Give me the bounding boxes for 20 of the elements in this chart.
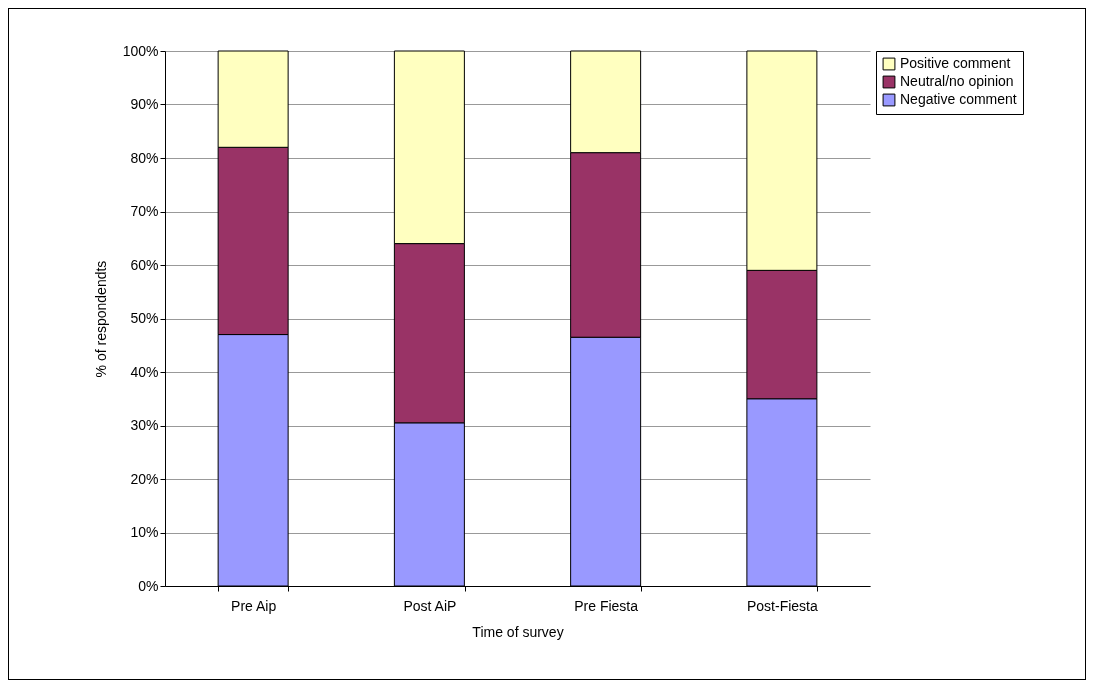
y-tick-label: 90% — [130, 96, 159, 112]
y-tick-label: 0% — [138, 577, 159, 594]
legend-label: Neutral/no opinion — [900, 73, 1014, 89]
y-tick-label: 50% — [130, 310, 159, 326]
y-tick-label: 20% — [130, 470, 159, 487]
y-axis-title: % of respondendts — [92, 260, 109, 378]
y-tick-label: 10% — [130, 524, 159, 540]
x-tick-label: Post-Fiesta — [746, 597, 818, 614]
x-tick-label: Pre Aip — [231, 597, 277, 614]
y-tick-label: 40% — [130, 363, 159, 380]
x-tick-label: Post AiP — [403, 597, 457, 614]
x-axis-title: Time of survey — [472, 623, 564, 640]
y-tick-label: 80% — [130, 149, 159, 166]
y-tick-label: 70% — [130, 203, 159, 219]
x-tick-label: Pre Fiesta — [574, 597, 639, 614]
y-tick-label: 60% — [130, 256, 159, 273]
legend-label: Positive comment — [900, 55, 1011, 71]
y-tick-label: 30% — [130, 417, 159, 433]
legend-label: Negative comment — [900, 91, 1017, 107]
y-tick-label: 100% — [122, 42, 159, 59]
